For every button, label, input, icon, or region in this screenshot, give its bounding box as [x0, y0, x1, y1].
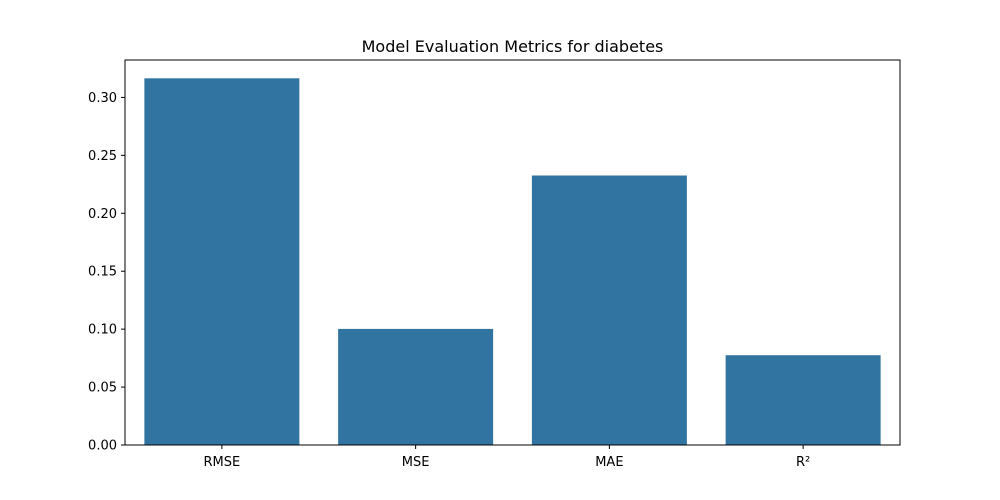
bar: [144, 78, 300, 445]
y-axis: 0.00 0.05 0.10 0.15 0.20 0.25 0.30: [88, 91, 125, 454]
y-tick-label: 0.20: [88, 207, 117, 222]
y-tick-label: 0.15: [88, 265, 117, 280]
bar: [338, 328, 494, 445]
y-tick-label: 0.10: [88, 323, 117, 338]
x-tick-label: R²: [796, 455, 810, 470]
y-tick-label: 0.25: [88, 149, 117, 164]
plot-frame: [124, 59, 901, 446]
x-tick-label: RMSE: [204, 455, 241, 470]
y-tick-label: 0.30: [88, 91, 117, 106]
bar: [531, 175, 687, 445]
y-tick-label: 0.00: [88, 439, 117, 454]
x-tick-label: MSE: [402, 455, 430, 470]
y-tick-label: 0.05: [88, 381, 117, 396]
x-axis: RMSE MSE MAE R²: [204, 445, 810, 470]
x-tick-label: MAE: [595, 455, 623, 470]
bars: [144, 78, 881, 445]
bar: [725, 355, 881, 445]
chart-title: Model Evaluation Metrics for diabetes: [362, 37, 664, 56]
